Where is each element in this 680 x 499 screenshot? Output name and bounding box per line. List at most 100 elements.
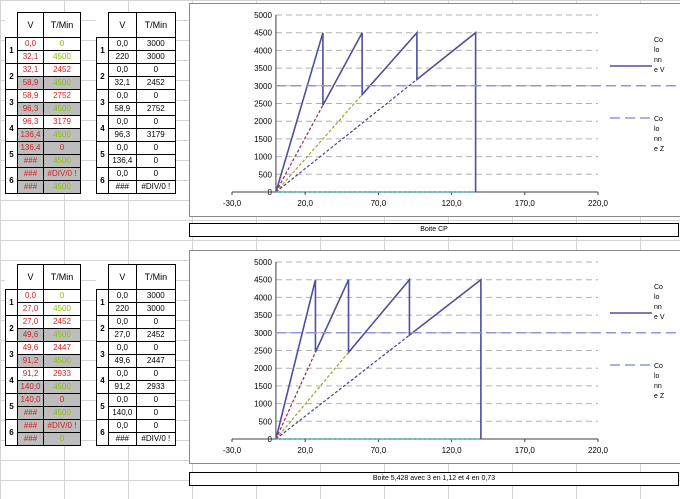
table-cell[interactable]: #DIV/0 !: [135, 180, 177, 194]
table-cell[interactable]: 91,2: [17, 367, 44, 381]
table-cell[interactable]: 140,0: [108, 406, 137, 420]
table-cell[interactable]: 0: [43, 432, 81, 446]
table-cell[interactable]: 58,9: [108, 102, 137, 116]
table-cell[interactable]: #DIV/0 !: [43, 419, 81, 433]
table-cell[interactable]: 2452: [43, 63, 81, 77]
table-cell[interactable]: #DIV/0 !: [135, 432, 177, 446]
table-cell[interactable]: 58,9: [17, 76, 44, 90]
table-cell[interactable]: 27,0: [108, 328, 137, 342]
table-cell[interactable]: 0: [135, 167, 177, 181]
table-cell[interactable]: 136,4: [108, 154, 137, 168]
table-cell[interactable]: 0: [135, 367, 177, 381]
table-cell[interactable]: 4500: [43, 76, 81, 90]
legend-label-v: e V: [654, 314, 665, 321]
table-cell[interactable]: 0,0: [108, 167, 137, 181]
table-cell[interactable]: 140,0: [17, 380, 44, 394]
table-cell[interactable]: 96,3: [17, 102, 44, 116]
table-cell[interactable]: 0,0: [108, 315, 137, 329]
table-cell[interactable]: 0: [135, 419, 177, 433]
table-cell[interactable]: 0,0: [108, 115, 137, 129]
table-cell[interactable]: 0: [135, 341, 177, 355]
table-cell[interactable]: 4500: [43, 128, 81, 142]
table-cell[interactable]: 4500: [43, 302, 81, 316]
table-cell[interactable]: 2452: [43, 315, 81, 329]
table-cell[interactable]: 4500: [43, 380, 81, 394]
table-row: 27,0 2452: [97, 328, 177, 342]
table-cell[interactable]: 0,0: [108, 63, 137, 77]
table-cell[interactable]: 4500: [43, 406, 81, 420]
table-cell[interactable]: 0,0: [17, 37, 44, 51]
table-cell[interactable]: 2452: [135, 76, 177, 90]
table-cell[interactable]: 4500: [43, 102, 81, 116]
table-cell[interactable]: 2452: [135, 328, 177, 342]
table-cell[interactable]: 4500: [43, 154, 81, 168]
table-cell[interactable]: 2752: [135, 102, 177, 116]
table-cell[interactable]: 3000: [135, 50, 177, 64]
table-cell[interactable]: 0: [135, 393, 177, 407]
table-cell[interactable]: 96,3: [108, 128, 137, 142]
table-cell[interactable]: ###: [17, 406, 44, 420]
table-cell[interactable]: 0,0: [108, 89, 137, 103]
table-cell[interactable]: ###: [17, 180, 44, 194]
table-cell[interactable]: 27,0: [17, 315, 44, 329]
table-cell[interactable]: 0: [135, 406, 177, 420]
table-cell[interactable]: 0: [43, 37, 81, 51]
table-cell[interactable]: 136,4: [17, 128, 44, 142]
table-cell[interactable]: 96,3: [17, 115, 44, 129]
table-cell[interactable]: 0: [135, 315, 177, 329]
table-cell[interactable]: 49,6: [108, 354, 137, 368]
table-cell[interactable]: 2447: [135, 354, 177, 368]
table-cell[interactable]: 3000: [135, 289, 177, 303]
table-cell[interactable]: 0: [43, 289, 81, 303]
table-cell[interactable]: 3000: [135, 302, 177, 316]
table-cell[interactable]: 2933: [43, 367, 81, 381]
table-cell[interactable]: 2447: [43, 341, 81, 355]
table-cell[interactable]: 0,0: [108, 367, 137, 381]
table-cell[interactable]: 32,1: [17, 63, 44, 77]
table-cell[interactable]: ###: [108, 180, 137, 194]
table-cell[interactable]: 220: [108, 302, 137, 316]
table-cell[interactable]: 0,0: [108, 37, 137, 51]
table-cell[interactable]: 32,1: [17, 50, 44, 64]
table-cell[interactable]: 220: [108, 50, 137, 64]
table-cell[interactable]: 2933: [135, 380, 177, 394]
table-cell[interactable]: 0,0: [108, 141, 137, 155]
table-cell[interactable]: 3179: [43, 115, 81, 129]
table-cell[interactable]: 32,1: [108, 76, 137, 90]
table-cell[interactable]: 0: [135, 115, 177, 129]
table-cell[interactable]: 4500: [43, 50, 81, 64]
x-tick-label: 70,0: [371, 446, 387, 455]
table-cell[interactable]: 4500: [43, 354, 81, 368]
table-cell[interactable]: 0: [43, 141, 81, 155]
table-cell[interactable]: 0,0: [17, 289, 44, 303]
table-cell[interactable]: 27,0: [17, 302, 44, 316]
table-cell[interactable]: 0: [135, 63, 177, 77]
table-row: 4 96,3 3179: [5, 115, 81, 142]
table-cell[interactable]: ###: [17, 432, 44, 446]
table-cell[interactable]: 0,0: [108, 419, 137, 433]
table-cell[interactable]: 136,4: [17, 141, 44, 155]
table-cell[interactable]: 3000: [135, 37, 177, 51]
table-cell[interactable]: 4500: [43, 180, 81, 194]
table-cell[interactable]: 0,0: [108, 341, 137, 355]
table-cell[interactable]: ###: [17, 419, 44, 433]
table-cell[interactable]: 140,0: [17, 393, 44, 407]
table-cell[interactable]: 2752: [43, 89, 81, 103]
table-cell[interactable]: ###: [108, 432, 137, 446]
table-cell[interactable]: #DIV/0 !: [43, 167, 81, 181]
table-cell[interactable]: 4500: [43, 328, 81, 342]
table-cell[interactable]: 0: [135, 154, 177, 168]
table-cell[interactable]: 49,6: [17, 341, 44, 355]
table-cell[interactable]: 0,0: [108, 289, 137, 303]
table-cell[interactable]: 0: [135, 89, 177, 103]
table-cell[interactable]: 0: [43, 393, 81, 407]
table-cell[interactable]: 49,6: [17, 328, 44, 342]
table-cell[interactable]: 0,0: [108, 393, 137, 407]
table-cell[interactable]: 91,2: [108, 380, 137, 394]
table-cell[interactable]: ###: [17, 154, 44, 168]
table-cell[interactable]: 91,2: [17, 354, 44, 368]
table-cell[interactable]: 0: [135, 141, 177, 155]
table-cell[interactable]: 3179: [135, 128, 177, 142]
table-cell[interactable]: ###: [17, 167, 44, 181]
table-cell[interactable]: 58,9: [17, 89, 44, 103]
